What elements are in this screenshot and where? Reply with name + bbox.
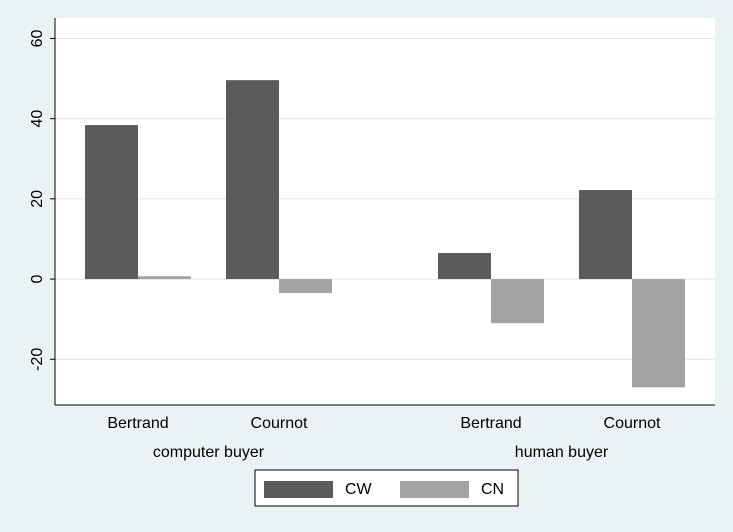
legend-swatch [400, 481, 469, 498]
group-label: human buyer [515, 444, 609, 461]
x-tick-label: Cournot [251, 415, 308, 432]
x-tick-label: Bertrand [460, 415, 521, 432]
legend-label: CW [345, 481, 373, 498]
bar [632, 279, 685, 388]
legend-label: CN [481, 481, 504, 498]
y-tick-label: -20 [29, 348, 46, 371]
x-tick-label: Bertrand [107, 415, 168, 432]
bar [279, 279, 332, 294]
bar [491, 279, 544, 324]
y-tick-label: 20 [29, 190, 46, 208]
bar [85, 125, 138, 280]
bar [226, 80, 279, 280]
y-tick-label: 0 [29, 275, 46, 284]
y-tick-label: 60 [29, 29, 46, 47]
x-tick-label: Cournot [604, 415, 661, 432]
y-tick-label: 40 [29, 110, 46, 128]
group-label: computer buyer [153, 444, 265, 461]
bar [438, 253, 491, 280]
bar [138, 276, 191, 280]
bar [579, 190, 632, 280]
legend-swatch [264, 481, 333, 498]
